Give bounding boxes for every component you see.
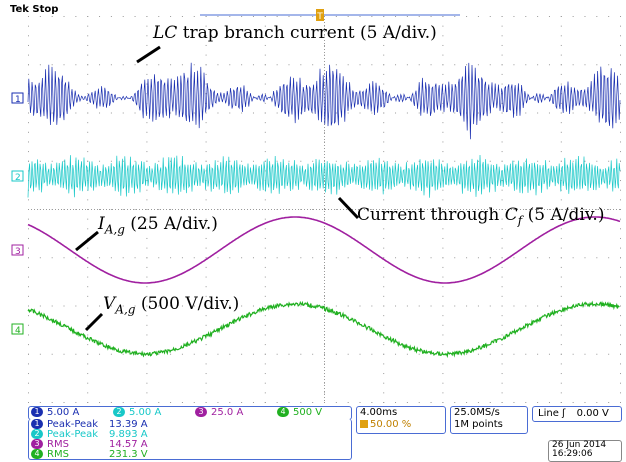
- date-time: 16:29:06: [552, 449, 593, 459]
- graticule: [28, 16, 621, 403]
- timebase-position: 50.00 %: [360, 419, 411, 430]
- ch1-scale[interactable]: 1 5.00 A: [31, 407, 79, 418]
- meas2-name: Peak-Peak: [47, 429, 99, 440]
- meas1-name: Peak-Peak: [47, 419, 99, 430]
- acquisition-state: Stop: [32, 4, 59, 15]
- cf-annotation: Current through Cf (5 A/div.): [357, 205, 604, 227]
- trigger-box[interactable]: Line ʃ 0.00 V: [532, 406, 622, 422]
- ia-var: I: [98, 214, 105, 234]
- ch1-trace: [27, 62, 621, 140]
- channel-marker-2: [11, 170, 24, 182]
- record-length: 1M points: [454, 419, 503, 430]
- lc-annotation: LC trap branch current (5 A/div.): [153, 23, 437, 43]
- meas1-value: 13.39 A: [109, 419, 148, 430]
- cf-text: Current through: [357, 205, 505, 225]
- trigger-marker-label: T: [316, 12, 323, 22]
- measurement-row[interactable]: 1 Peak-Peak 13.39 A: [31, 419, 148, 430]
- trigger-position-marker[interactable]: T: [316, 9, 324, 22]
- ch4-scale-value: 500 V: [293, 407, 323, 418]
- status-bar: Tek Stop: [10, 4, 58, 15]
- lc-pointer: [136, 45, 161, 64]
- meas4-name: RMS: [47, 449, 69, 460]
- meas3-chip: 3: [31, 439, 43, 449]
- va-sub: A,g: [115, 302, 136, 317]
- ch4-trace: [27, 300, 620, 359]
- va-annotation: VA,g (500 V/div.): [103, 294, 239, 316]
- channel-marker-label: 2: [15, 173, 21, 183]
- trigger-readout: Line ʃ 0.00 V: [538, 408, 609, 419]
- ia-pointer: [75, 230, 99, 252]
- channel-marker-1: [11, 92, 24, 104]
- ch2-scale-value: 5.00 A: [129, 407, 162, 418]
- meas1-chip: 1: [31, 419, 43, 429]
- channel-marker-label: 4: [15, 326, 21, 336]
- timebase-box[interactable]: 4.00ms 50.00 %: [356, 406, 446, 434]
- trigger-slope-icon: ʃ: [562, 408, 566, 419]
- ch1-scale-value: 5.00 A: [47, 407, 80, 418]
- acquisition-box[interactable]: 25.0MS/s 1M points: [450, 406, 528, 434]
- meas2-chip: 2: [31, 429, 43, 439]
- channel-scale-bar: 1 5.00 A 2 5.00 A 3 25.0 A 4 500 V: [28, 406, 352, 420]
- cf-sub: f: [517, 213, 523, 228]
- timebase-value: 4.00ms: [360, 407, 398, 418]
- ia-annotation: IA,g (25 A/div.): [98, 214, 218, 236]
- lc-rest: trap branch current (5 A/div.): [177, 23, 437, 43]
- ch3-trace: [27, 216, 621, 284]
- ch3-scale-value: 25.0 A: [211, 407, 244, 418]
- sample-rate: 25.0MS/s: [454, 407, 500, 418]
- ia-sub: A,g: [104, 222, 125, 237]
- measurement-row[interactable]: 2 Peak-Peak 9.893 A: [31, 429, 148, 440]
- timebase-position-value: 50.00 %: [370, 419, 412, 430]
- channel-markers: 1 2 3 4: [11, 92, 24, 336]
- ch2-chip: 2: [113, 407, 125, 417]
- channel-marker-3: [11, 244, 24, 256]
- ch3-chip: 3: [195, 407, 207, 417]
- channel-marker-label: 3: [15, 247, 21, 257]
- va-pointer: [84, 312, 104, 332]
- channel-marker-4: [11, 323, 24, 335]
- date-box: 26 Jun 2014 16:29:06: [548, 440, 622, 462]
- va-rest: (500 V/div.): [135, 294, 240, 314]
- measurements-panel: 1 Peak-Peak 13.39 A 2 Peak-Peak 9.893 A 3 RMS…: [28, 419, 352, 460]
- brand-label: Tek: [10, 4, 29, 15]
- ch4-chip: 4: [277, 407, 289, 417]
- measurement-row[interactable]: 3 RMS 14.57 A: [31, 439, 148, 450]
- trigger-source: Line: [538, 408, 559, 419]
- ch4-scale[interactable]: 4 500 V: [277, 407, 322, 418]
- ch2-trace: [27, 154, 621, 198]
- ch2-scale[interactable]: 2 5.00 A: [113, 407, 161, 418]
- meas3-value: 14.57 A: [109, 439, 148, 450]
- trigger-level: 0.00 V: [576, 408, 609, 419]
- meas4-value: 231.3 V: [109, 449, 148, 460]
- channel-marker-label: 1: [15, 95, 21, 105]
- va-var: V: [103, 294, 116, 314]
- traces: [27, 62, 621, 359]
- ch1-chip: 1: [31, 407, 43, 417]
- lc-italic: LC: [153, 23, 178, 43]
- ch3-scale[interactable]: 3 25.0 A: [195, 407, 243, 418]
- ia-rest: (25 A/div.): [124, 214, 218, 234]
- cf-pointer: [337, 196, 360, 220]
- meas2-value: 9.893 A: [109, 429, 148, 440]
- trigger-pos-icon: [360, 420, 368, 428]
- cf-var: C: [504, 205, 518, 225]
- measurement-row[interactable]: 4 RMS 231.3 V: [31, 449, 148, 460]
- date-day: 26 Jun 2014: [552, 440, 607, 450]
- meas4-chip: 4: [31, 449, 43, 459]
- meas3-name: RMS: [47, 439, 69, 450]
- cf-rest: (5 A/div.): [522, 205, 605, 225]
